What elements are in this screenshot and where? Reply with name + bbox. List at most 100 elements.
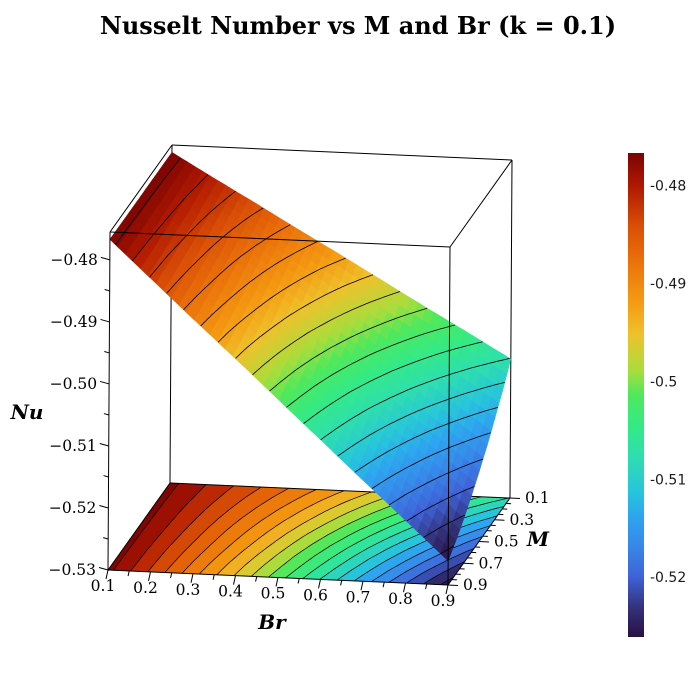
surface-contour-line: [149, 190, 236, 278]
tick: [105, 569, 109, 580]
tick: [445, 584, 449, 595]
box-edge: [447, 246, 451, 586]
surface-contour-line: [286, 324, 456, 408]
y-axis-title: M: [526, 527, 550, 551]
z-axis-title: Nu: [10, 400, 44, 424]
box-edge: [509, 159, 513, 499]
surface-contour-line: [132, 174, 209, 262]
tick-label: 0.1: [525, 489, 550, 507]
tick-label: 0.3: [509, 511, 534, 529]
tick-label: −0.48: [50, 251, 98, 269]
tick: [104, 289, 110, 292]
x-axis-title: Br: [257, 610, 287, 634]
tick: [297, 578, 300, 584]
surface-contour-line: [252, 291, 401, 376]
contour-line: [251, 492, 399, 577]
contour-line: [423, 561, 465, 585]
contour-line: [130, 484, 207, 572]
contour-line: [371, 525, 491, 582]
tick-label: −0.52: [49, 499, 97, 517]
tick: [340, 580, 343, 586]
colorbar-tick-label: -0.51: [650, 472, 686, 488]
contour-line: [406, 548, 475, 584]
colorbar: [628, 153, 644, 637]
contour-line: [268, 493, 427, 578]
tick-label: 0.7: [346, 588, 371, 606]
tick: [318, 579, 321, 589]
axes-box-front: [107, 144, 513, 586]
tick: [494, 519, 505, 521]
tick: [104, 351, 110, 354]
contour-line: [216, 490, 345, 576]
surface-contour-line: [235, 274, 374, 359]
colorbar-tick-label: -0.52: [650, 570, 686, 586]
tick: [509, 497, 521, 500]
box-edge: [107, 482, 171, 571]
tick: [190, 573, 194, 583]
tick: [382, 582, 385, 588]
surface-contour-lines: [115, 157, 510, 555]
tick: [255, 576, 258, 582]
surface-contour-line: [423, 514, 466, 538]
box-edge: [109, 231, 451, 248]
surface-contour-line: [115, 157, 181, 245]
tick-label: −0.50: [50, 375, 98, 393]
tick-label: −0.53: [48, 561, 96, 579]
tick: [127, 570, 130, 577]
tick: [463, 562, 474, 565]
surface-contour-line: [303, 341, 483, 424]
tick: [100, 318, 110, 323]
contour-line: [336, 506, 505, 581]
tick-label: 0.5: [261, 585, 286, 603]
tick-label: 0.6: [303, 586, 328, 604]
chart-title: Nusselt Number vs M and Br (k = 0.1): [100, 11, 616, 40]
tick: [99, 442, 109, 447]
contour-line: [199, 489, 317, 575]
tick: [170, 572, 173, 578]
surface-contour-line: [320, 358, 510, 441]
contour-line: [164, 486, 262, 573]
contour-line: [147, 485, 234, 573]
surface-contour-line: [337, 382, 505, 457]
tick-label: 0.8: [388, 590, 413, 608]
tick-label: 0.9: [463, 576, 488, 594]
tick-label: 0.9: [431, 592, 456, 610]
contour-line: [181, 487, 289, 574]
tick-label: 0.4: [218, 583, 243, 601]
tick: [98, 567, 109, 571]
contour-projection-lines: [113, 483, 509, 585]
contour-line: [233, 491, 372, 576]
surface: [109, 151, 512, 562]
surface-contour-line: [406, 486, 475, 522]
colorbar-labels: -0.48 -0.49 -0.5 -0.51 -0.52: [650, 178, 686, 586]
box-edge: [171, 144, 513, 161]
tick: [103, 475, 109, 478]
tick-label: 0.5: [494, 533, 519, 551]
tick: [275, 577, 279, 587]
box-edge: [107, 231, 111, 571]
colorbar-tick-label: -0.48: [650, 178, 686, 194]
tick: [447, 584, 459, 587]
tick-label: 0.1: [91, 577, 116, 595]
surface-contour-line: [200, 241, 319, 327]
tick-label: −0.51: [49, 437, 97, 455]
contour-line: [353, 515, 498, 582]
tick-label: −0.49: [50, 313, 98, 331]
tick: [403, 583, 406, 593]
contour-line: [388, 536, 483, 583]
tick-label: 0.2: [133, 579, 158, 597]
contour-line: [113, 483, 179, 571]
surface-contour-line: [166, 207, 264, 294]
surface-contour-line: [217, 257, 346, 343]
tick-label: 0.7: [478, 554, 503, 572]
surface-contour-line: [354, 406, 499, 473]
tick: [103, 537, 109, 540]
colorbar-tick-label: -0.49: [650, 276, 686, 292]
tick-label: 0.3: [176, 581, 201, 599]
surface-contour-line: [371, 432, 491, 489]
tick: [233, 575, 236, 585]
axis-ticks: −0.48−0.49−0.50−0.51−0.52−0.530.1 0.2 0.3 0…: [48, 251, 549, 610]
box-edge: [109, 144, 173, 233]
tick: [478, 541, 490, 543]
